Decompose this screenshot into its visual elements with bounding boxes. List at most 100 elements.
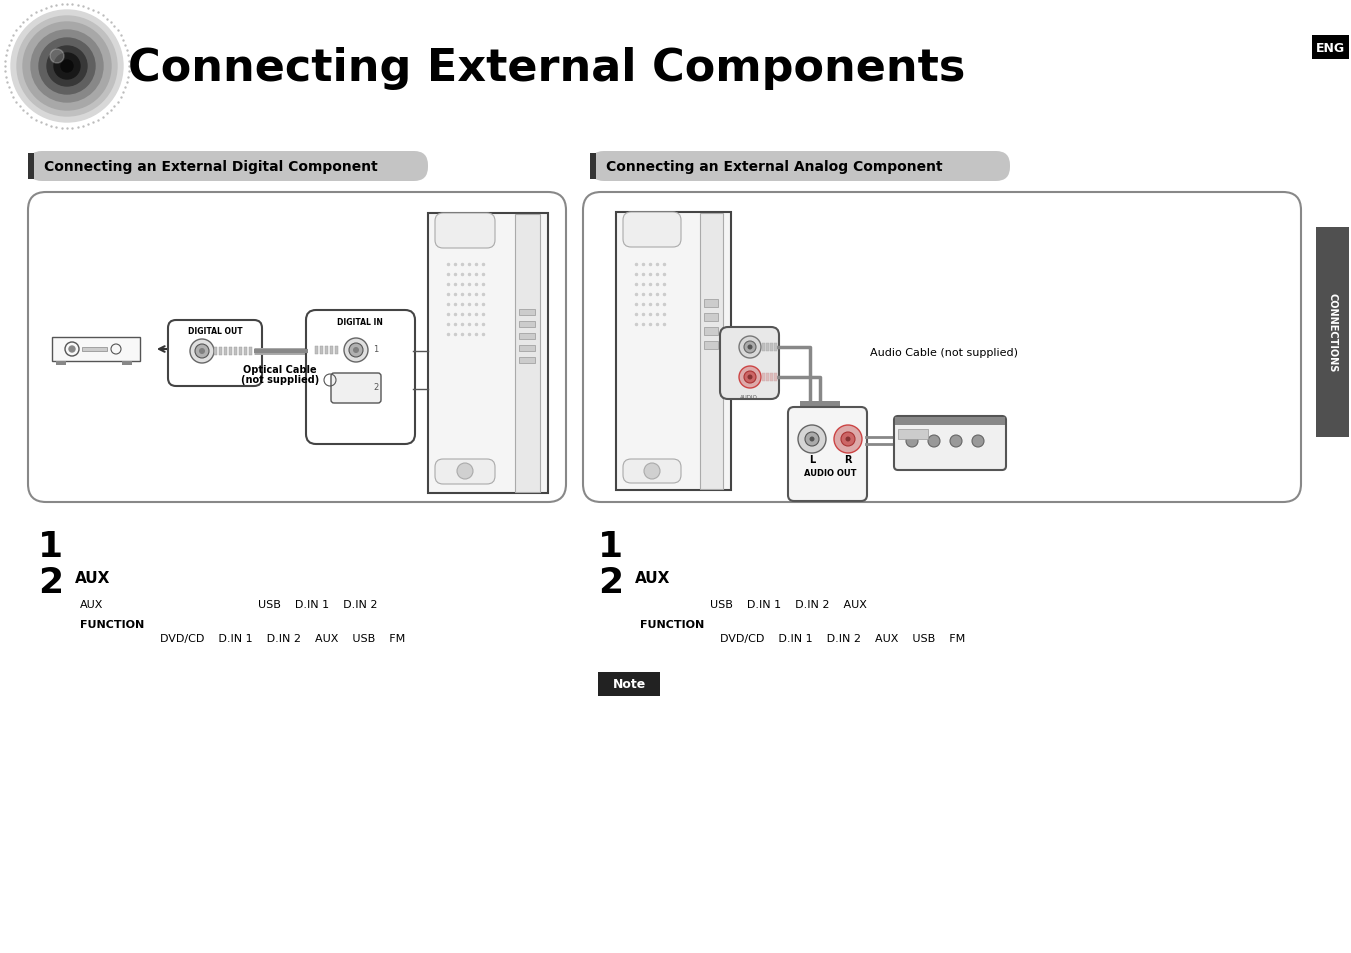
- FancyBboxPatch shape: [584, 193, 1301, 502]
- Bar: [335, 347, 338, 355]
- Text: AUX: AUX: [635, 571, 670, 585]
- Bar: [51, 337, 141, 361]
- Circle shape: [928, 436, 940, 448]
- Bar: [249, 348, 253, 355]
- Bar: [700, 213, 723, 490]
- Bar: [515, 214, 540, 493]
- Text: DVD/CD    D.IN 1    D.IN 2    AUX    USB    FM: DVD/CD D.IN 1 D.IN 2 AUX USB FM: [159, 634, 405, 643]
- Circle shape: [744, 341, 757, 354]
- Circle shape: [834, 426, 862, 454]
- Text: R: R: [844, 455, 851, 464]
- Circle shape: [842, 433, 855, 447]
- Circle shape: [195, 345, 209, 358]
- Text: ENG: ENG: [1316, 42, 1344, 54]
- Circle shape: [907, 436, 917, 448]
- Bar: [616, 213, 731, 491]
- Bar: [704, 314, 717, 322]
- Bar: [245, 348, 247, 355]
- Text: Audio Cable (not supplied): Audio Cable (not supplied): [870, 348, 1019, 357]
- FancyBboxPatch shape: [305, 311, 415, 444]
- Bar: [330, 347, 332, 355]
- Bar: [770, 344, 773, 352]
- Bar: [28, 153, 34, 180]
- Text: 2: 2: [38, 565, 63, 599]
- Circle shape: [739, 367, 761, 389]
- Bar: [219, 348, 222, 355]
- Bar: [598, 672, 661, 697]
- FancyBboxPatch shape: [331, 374, 381, 403]
- Text: DIGITAL IN: DIGITAL IN: [336, 318, 382, 327]
- Circle shape: [353, 348, 359, 354]
- Bar: [55, 361, 66, 366]
- FancyBboxPatch shape: [788, 408, 867, 501]
- Bar: [774, 374, 777, 381]
- Bar: [762, 374, 765, 381]
- Bar: [774, 344, 777, 352]
- Text: Connecting External Components: Connecting External Components: [128, 47, 966, 90]
- Bar: [234, 348, 236, 355]
- Text: Note: Note: [612, 678, 646, 691]
- Circle shape: [31, 30, 103, 103]
- Bar: [770, 374, 773, 381]
- Text: DVD/CD    D.IN 1    D.IN 2    AUX    USB    FM: DVD/CD D.IN 1 D.IN 2 AUX USB FM: [720, 634, 965, 643]
- Bar: [766, 344, 769, 352]
- Bar: [704, 341, 717, 350]
- FancyBboxPatch shape: [435, 459, 494, 484]
- Bar: [122, 361, 132, 366]
- Circle shape: [644, 463, 661, 479]
- Text: 1: 1: [598, 530, 623, 563]
- Text: AUDIO OUT: AUDIO OUT: [804, 469, 857, 478]
- Text: Optical Cable: Optical Cable: [243, 365, 317, 375]
- Bar: [213, 348, 218, 355]
- Bar: [519, 346, 535, 352]
- Bar: [1312, 36, 1350, 60]
- Circle shape: [950, 436, 962, 448]
- Circle shape: [846, 437, 851, 442]
- Circle shape: [747, 345, 753, 350]
- Circle shape: [199, 349, 205, 355]
- Text: DIGITAL OUT: DIGITAL OUT: [188, 327, 242, 336]
- Text: CONNECTIONS: CONNECTIONS: [1327, 293, 1337, 373]
- FancyBboxPatch shape: [168, 320, 262, 387]
- Bar: [894, 417, 1005, 426]
- Circle shape: [345, 338, 367, 363]
- Bar: [224, 348, 227, 355]
- Text: Connecting an External Digital Component: Connecting an External Digital Component: [45, 160, 378, 173]
- Text: (not supplied): (not supplied): [240, 375, 319, 385]
- Circle shape: [805, 433, 819, 447]
- FancyBboxPatch shape: [720, 328, 780, 399]
- Text: USB    D.IN 1    D.IN 2    AUX: USB D.IN 1 D.IN 2 AUX: [711, 599, 867, 609]
- Bar: [519, 334, 535, 339]
- Circle shape: [349, 344, 363, 357]
- Circle shape: [54, 54, 80, 80]
- Bar: [320, 347, 323, 355]
- Circle shape: [11, 11, 123, 123]
- Bar: [326, 347, 328, 355]
- FancyBboxPatch shape: [435, 213, 494, 249]
- Circle shape: [457, 463, 473, 479]
- Circle shape: [47, 47, 86, 87]
- Bar: [762, 344, 765, 352]
- Bar: [428, 213, 549, 494]
- Circle shape: [744, 372, 757, 384]
- Circle shape: [23, 23, 111, 111]
- Circle shape: [971, 436, 984, 448]
- Text: FUNCTION: FUNCTION: [640, 619, 704, 629]
- Circle shape: [798, 426, 825, 454]
- Text: 1: 1: [373, 345, 378, 355]
- Text: Connecting an External Analog Component: Connecting an External Analog Component: [607, 160, 943, 173]
- Circle shape: [190, 339, 213, 364]
- Text: L: L: [809, 455, 815, 464]
- Bar: [704, 299, 717, 308]
- Bar: [315, 347, 317, 355]
- Bar: [239, 348, 242, 355]
- FancyBboxPatch shape: [894, 416, 1006, 471]
- Bar: [704, 328, 717, 335]
- Bar: [519, 310, 535, 315]
- Text: 2: 2: [598, 565, 623, 599]
- Circle shape: [809, 437, 815, 442]
- Circle shape: [50, 50, 63, 64]
- Circle shape: [18, 17, 118, 117]
- Circle shape: [69, 347, 76, 353]
- Text: 1: 1: [38, 530, 63, 563]
